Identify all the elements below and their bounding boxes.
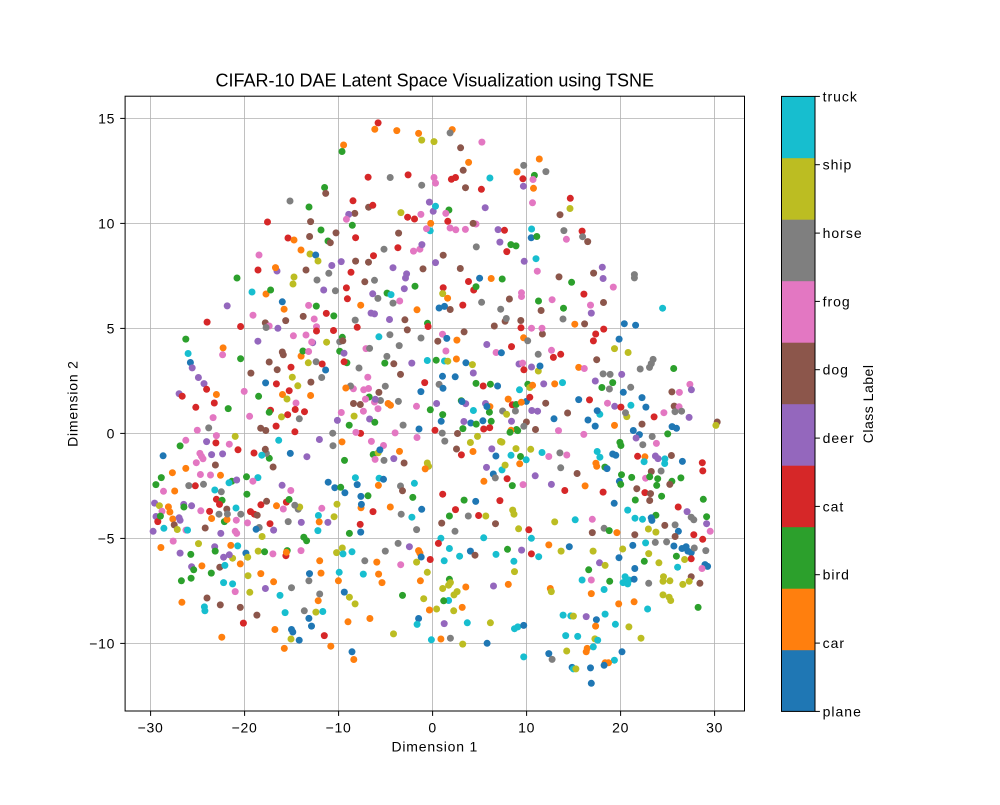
svg-text:deer: deer [823, 430, 855, 446]
svg-text:30: 30 [706, 720, 723, 736]
svg-text:frog: frog [823, 293, 851, 309]
svg-text:CIFAR-10 DAE Latent Space Visu: CIFAR-10 DAE Latent Space Visualization … [216, 70, 655, 90]
svg-text:horse: horse [823, 225, 863, 241]
svg-text:Dimension 2: Dimension 2 [65, 360, 81, 447]
svg-text:0: 0 [428, 720, 437, 736]
svg-text:−10: −10 [89, 635, 115, 651]
svg-text:Dimension 1: Dimension 1 [391, 739, 478, 755]
svg-text:20: 20 [612, 720, 629, 736]
svg-text:cat: cat [823, 498, 845, 514]
svg-text:5: 5 [107, 320, 116, 336]
svg-text:−10: −10 [326, 720, 352, 736]
svg-text:−5: −5 [98, 530, 115, 546]
svg-text:15: 15 [98, 110, 115, 126]
svg-text:ship: ship [823, 157, 853, 173]
svg-text:0: 0 [107, 425, 116, 441]
svg-text:−20: −20 [232, 720, 258, 736]
svg-text:10: 10 [518, 720, 535, 736]
svg-text:dog: dog [823, 362, 849, 378]
svg-text:plane: plane [823, 703, 862, 719]
svg-text:Class Label: Class Label [860, 365, 876, 444]
svg-text:−30: −30 [138, 720, 164, 736]
svg-text:car: car [823, 635, 845, 651]
svg-text:truck: truck [823, 88, 858, 104]
svg-text:10: 10 [98, 215, 115, 231]
svg-text:bird: bird [823, 567, 850, 583]
